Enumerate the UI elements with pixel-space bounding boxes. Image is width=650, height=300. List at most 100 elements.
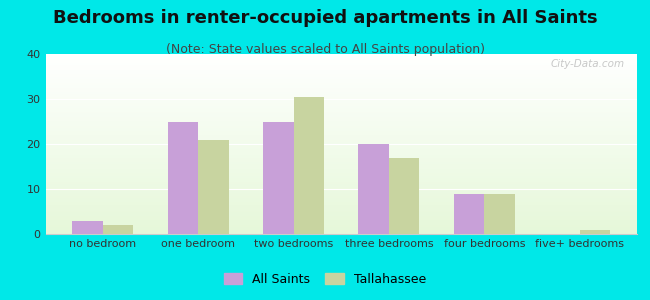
Bar [46, 133, 637, 135]
Bar [46, 81, 637, 83]
Bar [46, 180, 637, 182]
Bar [46, 162, 637, 164]
Bar [46, 135, 637, 137]
Bar [46, 164, 637, 166]
Bar [46, 99, 637, 101]
Bar [46, 227, 637, 229]
Bar [46, 169, 637, 171]
Bar [46, 83, 637, 85]
Bar [46, 185, 637, 187]
Bar [46, 63, 637, 65]
Bar [46, 148, 637, 149]
Bar [46, 110, 637, 112]
Bar [46, 225, 637, 227]
Bar [46, 104, 637, 106]
Bar [46, 101, 637, 103]
Bar [46, 221, 637, 223]
Bar [168, 122, 198, 234]
Bar [46, 167, 637, 169]
Bar [46, 79, 637, 81]
Bar [46, 218, 637, 220]
Bar [46, 106, 637, 108]
Bar [46, 158, 637, 160]
Bar [46, 212, 637, 214]
Bar [484, 194, 515, 234]
Bar [46, 214, 637, 216]
Bar [46, 171, 637, 173]
Bar [46, 232, 637, 234]
Bar [46, 182, 637, 184]
Bar [46, 144, 637, 146]
Bar [46, 113, 637, 115]
Bar [46, 166, 637, 167]
Bar [46, 121, 637, 122]
Bar [46, 77, 637, 79]
Bar [46, 160, 637, 162]
Legend: All Saints, Tallahassee: All Saints, Tallahassee [218, 268, 432, 291]
Bar [46, 126, 637, 128]
Bar [46, 189, 637, 191]
Bar [46, 117, 637, 119]
Bar [46, 200, 637, 202]
Bar [46, 193, 637, 194]
Bar [46, 97, 637, 99]
Bar [46, 151, 637, 153]
Bar [46, 108, 637, 110]
Bar [358, 144, 389, 234]
Text: City-Data.com: City-Data.com [551, 59, 625, 69]
Bar [46, 85, 637, 86]
Bar [46, 58, 637, 59]
Bar [46, 202, 637, 203]
Bar [46, 209, 637, 211]
Bar [46, 146, 637, 148]
Bar [46, 187, 637, 189]
Bar [46, 115, 637, 117]
Bar [46, 198, 637, 200]
Bar [46, 207, 637, 209]
Bar [46, 122, 637, 124]
Bar [46, 74, 637, 76]
Bar [46, 137, 637, 139]
Bar [46, 70, 637, 72]
Bar [46, 142, 637, 144]
Bar [46, 173, 637, 175]
Bar [46, 140, 637, 142]
Bar [72, 220, 103, 234]
Bar [46, 88, 637, 90]
Bar [294, 97, 324, 234]
Bar [46, 153, 637, 155]
Bar [46, 103, 637, 104]
Bar [46, 54, 637, 56]
Bar [46, 203, 637, 205]
Bar [46, 65, 637, 67]
Bar [46, 119, 637, 121]
Bar [46, 95, 637, 97]
Text: Bedrooms in renter-occupied apartments in All Saints: Bedrooms in renter-occupied apartments i… [53, 9, 597, 27]
Bar [46, 149, 637, 151]
Bar [46, 76, 637, 77]
Bar [46, 196, 637, 198]
Bar [46, 216, 637, 218]
Bar [46, 59, 637, 61]
Bar [46, 220, 637, 221]
Bar [46, 56, 637, 58]
Bar [46, 205, 637, 207]
Bar [46, 155, 637, 157]
Bar [198, 140, 229, 234]
Bar [46, 223, 637, 225]
Bar [46, 68, 637, 70]
Bar [46, 130, 637, 131]
Bar [46, 94, 637, 95]
Bar [46, 194, 637, 196]
Bar [46, 124, 637, 126]
Bar [46, 92, 637, 94]
Text: (Note: State values scaled to All Saints population): (Note: State values scaled to All Saints… [166, 44, 484, 56]
Bar [46, 90, 637, 92]
Bar [46, 229, 637, 230]
Bar [46, 72, 637, 74]
Bar [46, 211, 637, 212]
Bar [263, 122, 294, 234]
Bar [46, 128, 637, 130]
Bar [46, 178, 637, 180]
Bar [46, 112, 637, 113]
